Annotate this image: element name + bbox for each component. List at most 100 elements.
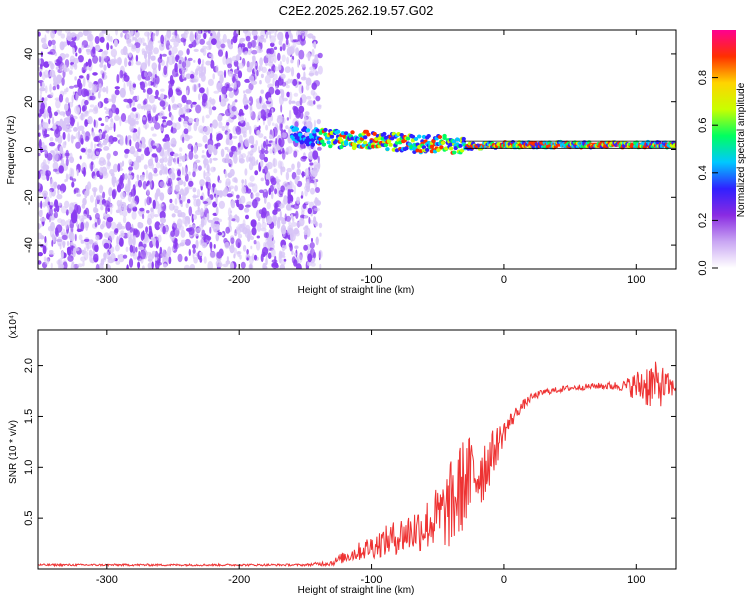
spectrogram-signal-speck [293, 132, 298, 137]
spectrogram-noise-speck [75, 131, 81, 140]
spectrogram-noise-speck [80, 147, 86, 153]
spectrogram-noise-speck [260, 30, 266, 39]
spectrogram-noise-speck [259, 189, 264, 194]
spectrogram-noise-speck [138, 246, 145, 250]
spectrogram-noise-speck [94, 198, 98, 209]
spectrogram-noise-speck [311, 237, 313, 243]
spectrogram-noise-speck [122, 46, 128, 56]
spectrogram-noise-speck [145, 226, 149, 234]
spectrogram-noise-speck [160, 34, 165, 44]
spectrogram-noise-speck [38, 31, 41, 37]
spectrogram-noise-speck [39, 108, 45, 115]
spectrogram-noise-speck [300, 195, 304, 199]
spectrogram-noise-speck [41, 37, 46, 44]
spectrogram-noise-speck [49, 178, 54, 188]
spectrogram-noise-speck [186, 89, 189, 96]
spectrogram-noise-speck [230, 237, 235, 245]
spectrogram-noise-speck [253, 124, 257, 130]
spectrogram-noise-speck [135, 141, 140, 150]
spectrogram-noise-speck [142, 213, 145, 220]
spectrogram-noise-speck [116, 57, 122, 65]
spectrogram-noise-speck [264, 197, 267, 204]
spectrogram-noise-speck [150, 209, 155, 219]
spectrogram-noise-speck [183, 264, 191, 269]
spectrogram-signal-speck [294, 127, 300, 132]
spectrogram-noise-speck [215, 194, 218, 204]
spectrogram-noise-speck [188, 227, 195, 235]
spectrogram-noise-speck [181, 193, 186, 202]
spectrogram-noise-speck [228, 219, 232, 228]
spectrogram-noise-speck [244, 168, 248, 176]
spectrogram-noise-speck [306, 95, 312, 100]
spectrogram-noise-speck [246, 121, 250, 131]
spectrogram-noise-speck [64, 124, 69, 132]
x-tick-label: 100 [627, 574, 645, 586]
spectrogram-noise-speck [187, 216, 191, 225]
snr-scale-label: (x10⁴) [8, 311, 19, 338]
spectrogram-noise-speck [285, 125, 289, 130]
spectrogram-noise-speck [213, 148, 218, 156]
spectrogram-noise-speck [42, 190, 48, 197]
spectrogram-noise-speck [132, 245, 136, 254]
spectrogram-noise-speck [184, 238, 191, 246]
spectrogram-noise-speck [307, 253, 313, 263]
spectrogram-noise-speck [221, 85, 228, 95]
spectrogram-noise-speck [211, 106, 217, 111]
spectrogram-noise-speck [166, 56, 170, 63]
spectrogram-noise-speck [302, 203, 307, 209]
spectrogram-noise-speck [172, 140, 177, 145]
spectrogram-noise-speck [281, 132, 287, 138]
spectrogram-noise-speck [146, 210, 150, 214]
spectrogram-noise-speck [126, 264, 129, 269]
spectrogram-noise-speck [124, 153, 129, 159]
spectrogram-noise-speck [112, 137, 118, 142]
spectrogram-noise-speck [70, 244, 74, 250]
spectrogram-noise-speck [116, 235, 120, 245]
spectrogram-noise-speck [251, 193, 255, 199]
spectrogram-signal-speck [426, 134, 431, 138]
spectrogram-noise-speck [49, 189, 53, 199]
spectrogram-noise-speck [78, 234, 83, 241]
spectrogram-noise-speck [163, 157, 168, 163]
spectrogram-noise-speck [65, 149, 69, 159]
spectrogram-noise-speck [302, 35, 305, 39]
spectrogram-noise-speck [148, 225, 152, 231]
spectrogram-noise-speck [46, 30, 50, 34]
spectrogram-noise-speck [61, 64, 67, 70]
spectrogram-noise-speck [287, 181, 295, 191]
spectrogram-noise-speck [289, 91, 293, 102]
spectrogram-noise-speck [225, 181, 228, 188]
spectrogram-noise-speck [93, 119, 96, 128]
spectrogram-noise-speck [167, 177, 173, 186]
spectrogram-signal-speck [343, 131, 349, 136]
spectrogram-noise-speck [196, 188, 201, 198]
spectrogram-noise-speck [87, 58, 92, 68]
spectrogram-noise-speck [225, 137, 230, 145]
spectrogram-noise-speck [177, 169, 181, 177]
spectrogram-noise-speck [250, 39, 257, 48]
spectrogram-noise-speck [88, 108, 94, 113]
spectrogram-noise-speck [38, 132, 41, 137]
spectrogram-noise-speck [248, 125, 252, 135]
x-tick-label: -200 [228, 574, 250, 586]
spectrogram-noise-speck [100, 123, 105, 127]
spectrogram-noise-speck [81, 105, 86, 112]
spectrogram-noise-speck [286, 117, 290, 121]
spectrogram-noise-speck [50, 262, 53, 269]
spectrogram-noise-speck [65, 53, 70, 58]
spectrogram-noise-speck [154, 192, 158, 201]
spectrogram-noise-speck [110, 36, 113, 43]
spectrogram-noise-speck [97, 217, 101, 226]
spectrogram-noise-speck [48, 252, 55, 256]
spectrogram-noise-speck [289, 189, 294, 193]
spectrogram-noise-speck [237, 46, 242, 56]
spectrogram-noise-speck [183, 181, 186, 187]
spectrogram-noise-speck [205, 60, 211, 66]
spectrogram-signal-speck [452, 150, 457, 155]
spectrogram-noise-speck [195, 159, 201, 163]
spectrogram-noise-speck [215, 206, 219, 215]
spectrogram-noise-speck [252, 221, 257, 229]
spectrogram-noise-speck [83, 250, 89, 261]
spectrogram-noise-speck [44, 236, 47, 243]
spectrogram-noise-speck [272, 129, 274, 140]
